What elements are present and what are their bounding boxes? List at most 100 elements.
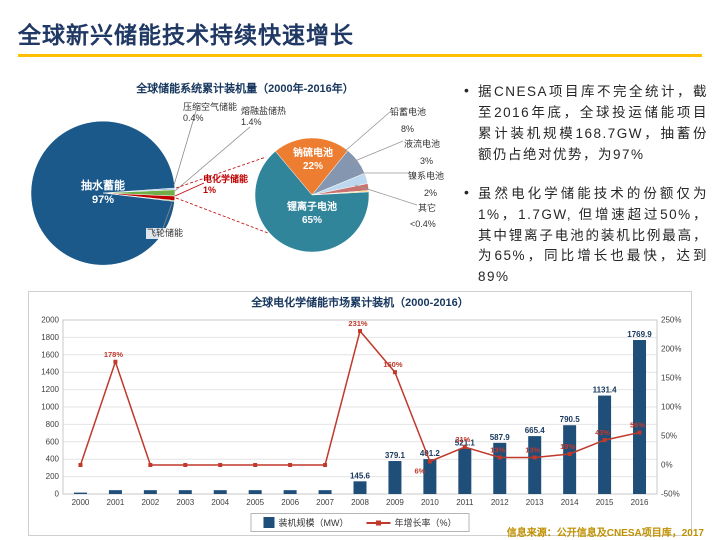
line-label: 231% [348,319,368,328]
tick-label: 250% [661,316,681,325]
bar-2016 [633,340,647,494]
line-label: 43% [595,428,610,437]
line-label: 13% [525,445,540,454]
line-label: 56% [630,421,645,430]
leader-line [175,197,269,234]
pie2-flow-battery-value: 3% [420,156,434,166]
pie2-sodium-name: 钠硫电池 [293,148,333,159]
x-tick-label: 2004 [211,498,229,507]
bar-label: 790.5 [560,415,581,424]
source-note: 信息来源：公开信息及CNESA项目库，2017 [506,528,704,539]
pie-slice-钠硫电池 [275,137,349,196]
pie-chart-title: 全球储能系统累计装机量（2000年-2016年） [136,83,354,95]
bar-label: 379.1 [385,451,406,460]
x-tick-label: 2016 [631,498,649,507]
title-underline [18,54,702,57]
pie1-flywheel-label: 飞轮储能 [146,228,185,240]
growth-line-path [79,329,640,466]
pie2-lead-acid-label: 铅蓄电池 [390,107,427,117]
pie2-lithium-name: 锂离子电池 [287,202,337,213]
line-marker [497,455,502,460]
bar-2011 [458,448,472,494]
bar-2009 [388,461,402,494]
pie2-other-value: <0.4% [410,219,436,229]
pie2-lithium-value: 65% [301,214,322,226]
line-label: 13% [490,445,505,454]
bar-series-swatch-icon [263,517,275,528]
pie2-lead-acid-value: 8% [401,124,415,134]
bar-chart-panel: 全球电化学储能市场累计装机（2000-2016） 0 200 400 600 800 10… [28,291,692,536]
line-marker [602,438,607,443]
pie2-sodium-value: 22% [302,160,323,172]
line-marker [462,445,467,450]
bullet-marker: • [464,82,469,98]
bar-2014 [563,425,577,494]
pie2-nickel-value: 2% [424,188,438,198]
line-label: 178% [104,350,124,359]
bar-chart-title: 全球电化学储能市场累计装机（2000-2016） [251,297,469,309]
right-axis-labels: -50% 0% 50% 100% 150% 200% 250% [661,316,681,499]
x-tick-label: 2001 [107,498,125,507]
bar-2013 [528,436,542,494]
x-tick-label: 2006 [281,498,299,507]
pie-electrochemical [254,137,370,253]
tick-label: 100% [661,403,681,412]
pie1-molten-name: 熔融盐储热 [241,106,287,116]
leader-line [343,110,392,153]
tick-label: 50% [661,432,677,441]
bar-value-labels: 145.6 379.1 401.2 521.1 587.9 665.4 790.5 1131.… [350,330,652,480]
tick-label: 150% [661,374,681,383]
tick-label: 200% [661,345,681,354]
pie1-air-name: 压缩空气储能 [183,102,238,112]
line-marker [78,463,83,467]
line-marker-icon [375,520,381,525]
x-tick-label: 2007 [316,498,334,507]
page-title: 全球新兴储能技术持续快速增长 [18,22,354,48]
line-label: 19% [560,442,575,451]
pie1-pumped-value: 97% [91,193,115,206]
legend-line-label: 年增长率（%） [394,518,457,528]
x-tick-label: 2002 [141,498,159,507]
pie2-lithium-ion-label: 锂离子电池 65% [276,202,348,227]
x-tick-label: 2010 [421,498,439,507]
bars [73,340,647,494]
bar-2002 [143,490,157,494]
pie-slice-锂离子电池 [254,150,370,253]
bar-2008 [353,481,367,494]
tick-label: 1400 [41,368,59,377]
bar-label: 1769.9 [627,330,652,339]
tick-label: 0% [661,461,673,470]
x-tick-label: 2014 [561,498,579,507]
bar-2004 [213,490,227,494]
leader-lines [162,110,418,234]
line-marker [183,463,188,467]
pie1-pumped-hydro-label: 抽水蓄能 97% [48,180,158,208]
growth-line [78,329,642,467]
tick-label: 600 [46,437,60,446]
line-label: 31% [455,435,470,444]
line-marker [253,463,258,467]
x-tick-label: 2015 [596,498,614,507]
bar-chart-canvas: 0 200 400 600 800 1000 1200 1400 1600 1800 2000 -50… [41,316,681,508]
bar-2012 [493,442,507,494]
tick-label: 0 [55,490,60,499]
bar-2006 [283,490,297,494]
pie2-other-label: 其它 [418,203,437,213]
x-tick-label: 2005 [246,498,264,507]
pie1-pumped-name: 抽水蓄能 [81,180,125,192]
tick-label: 1000 [41,403,59,412]
pie-charts-canvas [30,110,418,266]
x-tick-label: 2009 [386,498,404,507]
line-marker [113,359,118,364]
line-label: 6% [414,467,425,476]
line-label: 160% [383,360,403,369]
legend-bar-label: 装机规模（MW） [278,518,349,528]
tick-label: 2000 [41,316,59,325]
bullet-item: • 据CNESA项目库不完全统计，截至2016年底，全球投运储能项目累计装机规模… [464,82,708,166]
bullet-list: • 据CNESA项目库不完全统计，截至2016年底，全球投运储能项目累计装机规模… [464,82,708,306]
bar-label: 587.9 [490,433,511,442]
pie1-echem-value: 1% [203,185,217,196]
bullet-marker: • [464,183,469,200]
line-marker [358,329,362,334]
